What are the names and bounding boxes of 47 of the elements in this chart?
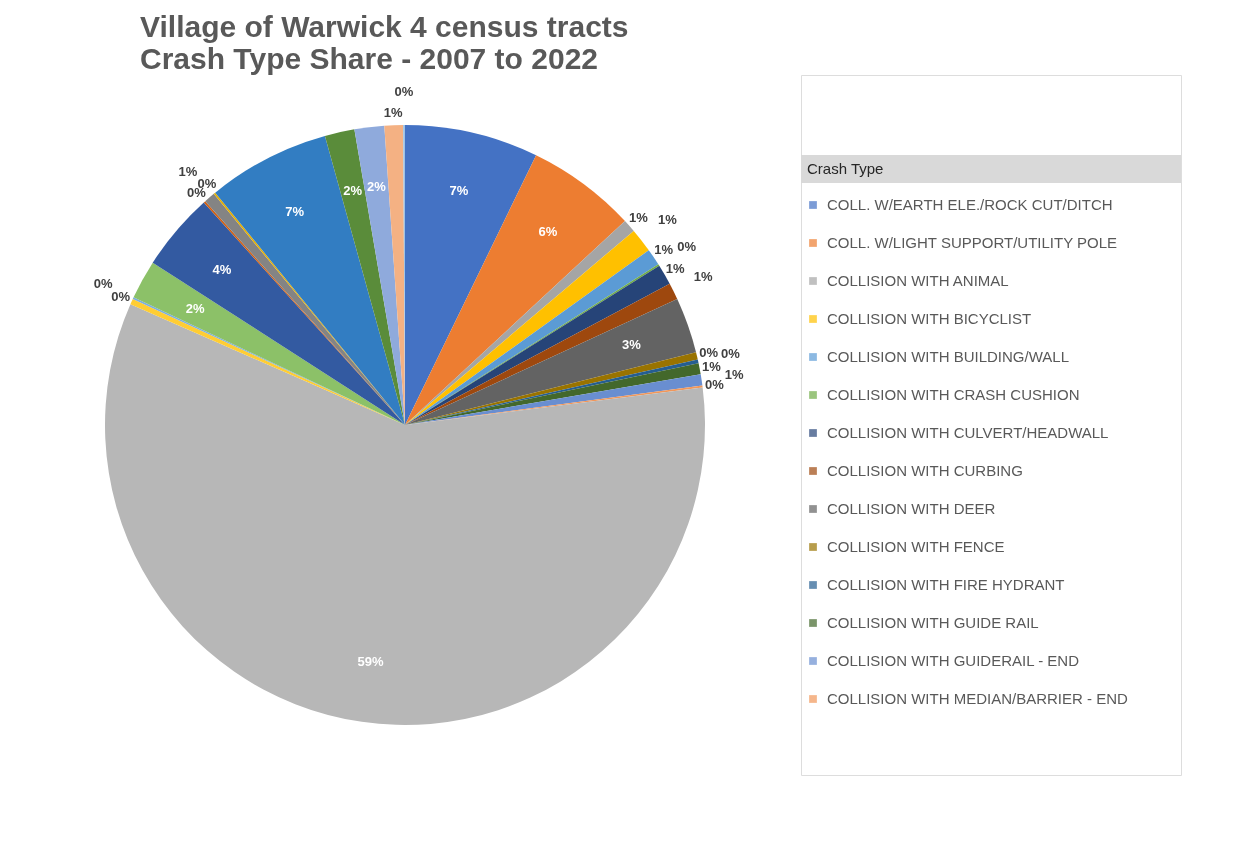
- data-label: 4%: [212, 261, 232, 277]
- data-label: 1%: [383, 105, 404, 121]
- legend-label: COLLISION WITH GUIDERAIL - END: [827, 652, 1080, 669]
- pie-slice: [152, 202, 405, 425]
- legend-title: Crash Type: [807, 160, 884, 177]
- pie-slice: [133, 262, 405, 425]
- pie-slice: [405, 298, 697, 425]
- legend-label: COLLISION WITH FENCE: [827, 538, 1005, 555]
- text: Village of Warwick 4 census tracts: [140, 9, 629, 43]
- data-label: 7%: [449, 183, 469, 199]
- legend-label: COLLISION WITH BICYCLIST: [827, 310, 1032, 327]
- data-label: 2%: [367, 178, 387, 194]
- data-label: 0%: [111, 288, 131, 304]
- pie-slice: [405, 125, 537, 425]
- data-label: 7%: [285, 203, 305, 219]
- data-label: 1%: [702, 358, 722, 374]
- data-label: 2%: [343, 182, 363, 198]
- legend-label: COLLISION WITH CULVERT/HEADWALL: [827, 424, 1109, 441]
- legend-label: COLLISION WITH ANIMAL: [827, 272, 1009, 289]
- data-label: 0%: [705, 376, 725, 392]
- legend-label: COLLISION WITH MEDIAN/BARRIER - END: [827, 690, 1129, 707]
- legend-label: COLLISION WITH FIRE HYDRANT: [827, 576, 1065, 593]
- data-label: 3%: [621, 337, 642, 353]
- legend-label: COLLISION WITH DEER: [827, 500, 996, 517]
- legend-label: COLLISION WITH BUILDING/WALL: [827, 348, 1069, 365]
- data-label: 1%: [628, 209, 649, 225]
- data-label: 2%: [185, 300, 205, 316]
- data-label: 0%: [721, 346, 741, 362]
- data-label: 6%: [538, 224, 558, 240]
- legend-label: COLL. W/LIGHT SUPPORT/UTILITY POLE: [827, 234, 1118, 251]
- data-label: 1%: [724, 366, 745, 382]
- data-label: 0%: [699, 345, 719, 361]
- data-label: 59%: [357, 654, 384, 670]
- data-label: 1%: [693, 268, 713, 284]
- data-label: 1%: [654, 242, 674, 258]
- data-label: 0%: [677, 239, 697, 255]
- legend-label: COLL. W/EARTH ELE./ROCK CUT/DITCH: [827, 196, 1113, 213]
- data-label: 0%: [93, 276, 114, 292]
- data-label: 1%: [658, 212, 678, 228]
- pie-slice: [324, 129, 405, 425]
- legend-label: COLLISION WITH CRASH CUSHION: [827, 386, 1080, 403]
- pie-slice: [405, 374, 703, 425]
- data-label: 1%: [665, 260, 685, 276]
- data-label: 0%: [394, 84, 414, 99]
- legend-label: COLLISION WITH CURBING: [827, 462, 1023, 479]
- data-label: 1%: [178, 164, 198, 180]
- legend-label: COLLISION WITH GUIDE RAIL: [827, 614, 1039, 631]
